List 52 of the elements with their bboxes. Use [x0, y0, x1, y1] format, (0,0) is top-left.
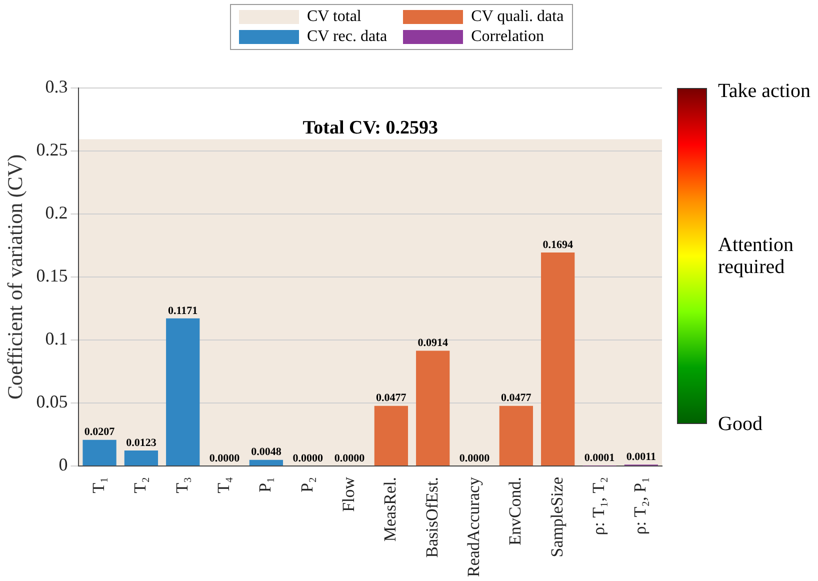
text: Good: [718, 413, 764, 435]
y-tick-label: 0.25: [36, 140, 68, 160]
x-tick-label: T₃: [172, 476, 192, 494]
legend-label: Correlation: [471, 28, 544, 46]
x-tick-label: SampleSize: [547, 476, 566, 558]
text: Take action: [718, 80, 812, 102]
data-label: 0.0477: [376, 392, 407, 404]
y-tick-label: 0.1: [45, 328, 68, 349]
y-tick-label: 0: [58, 454, 68, 475]
data-label: 0.0000: [209, 452, 240, 464]
bar: [82, 440, 116, 466]
data-label: 0.0001: [584, 452, 615, 464]
x-tick-label: T₄: [214, 476, 233, 494]
bar: [541, 252, 575, 466]
data-label: 0.0207: [84, 426, 116, 438]
y-tick-label: 0.15: [36, 266, 68, 286]
x-tick-label: MeasRel.: [380, 476, 400, 542]
bar: [374, 406, 408, 466]
data-label: 0.0477: [501, 392, 532, 404]
text: Attention required: [718, 234, 795, 278]
x-tick-label: EnvCond.: [506, 476, 525, 546]
x-tick-label: T₁: [89, 476, 108, 494]
x-tick-label: BasisOfEst.: [422, 476, 442, 558]
y-tick-label: 0.3: [45, 76, 68, 97]
y-tick-label: 0.2: [45, 202, 68, 223]
bar: [166, 318, 200, 466]
data-label: 0.0048: [251, 446, 282, 458]
bar: [416, 350, 450, 466]
data-label: 0.0914: [418, 337, 448, 350]
x-tick-label: ρ: T₁, T₂: [588, 476, 608, 536]
data-label: 0.1171: [168, 304, 198, 317]
data-label: 0.0000: [334, 452, 366, 464]
bar: [124, 450, 158, 466]
x-tick-label: T₂: [130, 476, 150, 494]
y-tick-label: 0.05: [36, 392, 68, 412]
data-label: 0.0000: [459, 452, 490, 464]
legend-label: CV total: [307, 8, 362, 26]
x-tick-label: P₁: [256, 476, 275, 492]
y-axis-title: Coefficient of variation (CV): [3, 154, 28, 400]
data-label: 0.1694: [542, 238, 574, 251]
data-label: 0.0123: [126, 436, 157, 449]
bar: [499, 406, 533, 466]
data-label: 0.0000: [292, 452, 324, 464]
annotation: Total CV: 0.2593: [302, 118, 438, 139]
bar: [249, 460, 284, 466]
legend-label: CV quali. data: [471, 8, 564, 26]
data-label: 0.0011: [626, 450, 656, 463]
legend-label: CV rec. data: [307, 28, 388, 46]
x-tick-label: ReadAccuracy: [464, 476, 483, 578]
x-tick-label: P₂: [297, 476, 316, 492]
x-tick-label: Flow: [338, 476, 358, 512]
x-tick-label: ρ: T₂, P₁: [630, 476, 650, 535]
